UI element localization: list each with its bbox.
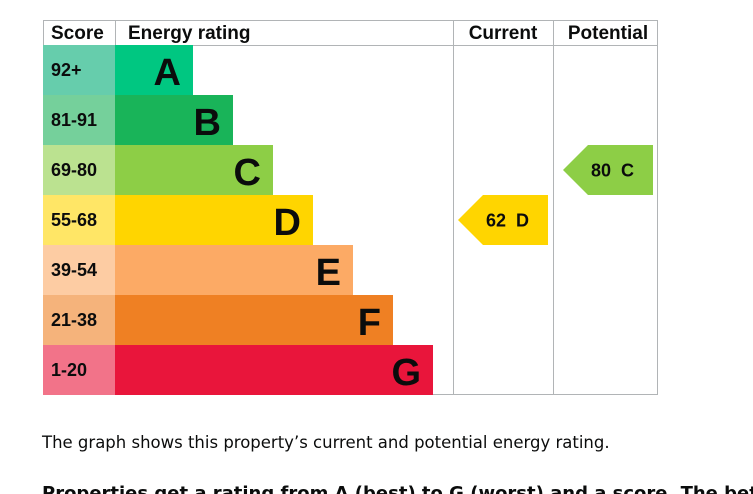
energy-rating-chart: 92+ A81-91 B69-80 C55-68 D39-54 E21-38 F1-20 G … — [43, 20, 658, 395]
rating-bar-a — [115, 45, 193, 95]
header-score: Score — [51, 23, 104, 44]
score-label-c: 69-80 — [51, 160, 97, 180]
rating-letter-a: A — [154, 52, 181, 94]
rating-letter-b: B — [194, 102, 221, 144]
rating-bar-b — [115, 95, 233, 145]
score-label-g: 1-20 — [51, 360, 87, 380]
rating-bar-d — [115, 195, 313, 245]
rating-bar-g — [115, 345, 433, 395]
rating-bar-e — [115, 245, 353, 295]
rating-letter-f: F — [358, 302, 381, 344]
score-label-a: 92+ — [51, 60, 82, 80]
rating-letter-g: G — [391, 352, 421, 394]
rating-letter-d: D — [274, 202, 301, 244]
header-potential: Potential — [568, 23, 648, 44]
score-cell-d — [43, 195, 115, 245]
score-label-b: 81-91 — [51, 110, 97, 130]
current-arrow — [458, 195, 548, 245]
rating-letter-e: E — [316, 252, 341, 294]
score-label-d: 55-68 — [51, 210, 97, 230]
score-cell-a — [43, 45, 115, 95]
score-label-f: 21-38 — [51, 310, 97, 330]
score-cell-e — [43, 245, 115, 295]
score-cell-f — [43, 295, 115, 345]
potential-rating-label: 80 C — [591, 161, 634, 181]
graph-caption: The graph shows this property’s current … — [42, 433, 610, 452]
current-rating-label: 62 D — [486, 211, 529, 231]
header-energy-rating: Energy rating — [128, 23, 250, 44]
score-cell-c — [43, 145, 115, 195]
potential-arrow — [563, 145, 653, 195]
rating-bar-f — [115, 295, 393, 345]
header-current: Current — [469, 23, 538, 44]
rating-explanation-line: Properties get a rating from A (best) to… — [42, 484, 753, 494]
rating-bar-c — [115, 145, 273, 195]
rating-explanation-text: Properties get a rating from A (best) to… — [42, 484, 753, 494]
score-cell-b — [43, 95, 115, 145]
rating-letter-c: C — [234, 152, 261, 194]
score-cell-g — [43, 345, 115, 395]
score-label-e: 39-54 — [51, 260, 97, 280]
